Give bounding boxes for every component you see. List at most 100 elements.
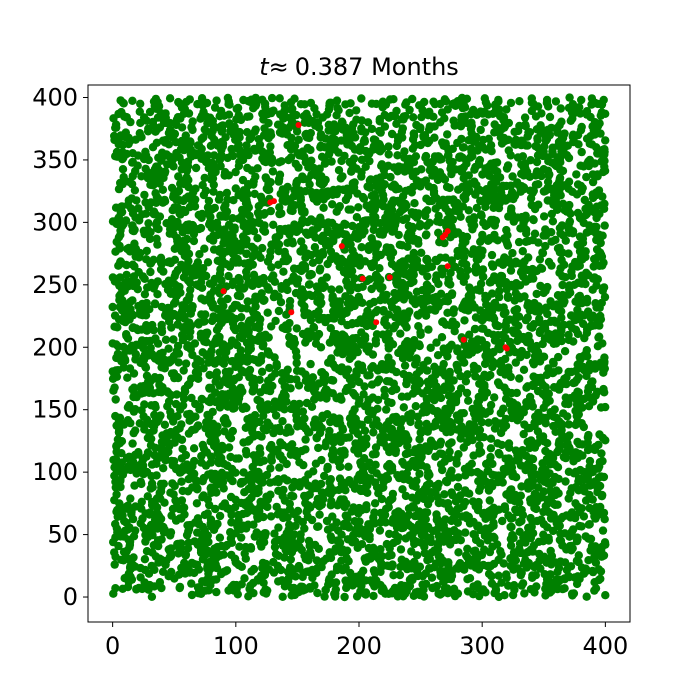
healthy-point (337, 479, 346, 489)
healthy-point (480, 370, 489, 379)
healthy-point (404, 221, 414, 231)
healthy-point (378, 97, 388, 106)
healthy-point (226, 528, 235, 537)
healthy-point (234, 454, 243, 463)
healthy-point (399, 115, 408, 124)
healthy-point (392, 273, 402, 282)
healthy-point (523, 529, 532, 539)
healthy-point (599, 95, 608, 105)
healthy-point (548, 217, 558, 226)
healthy-point (515, 539, 525, 548)
healthy-point (578, 234, 588, 243)
healthy-point (118, 165, 128, 174)
healthy-point (123, 373, 132, 382)
healthy-point (387, 386, 397, 396)
healthy-point (418, 571, 427, 581)
healthy-point (341, 230, 351, 239)
healthy-point (223, 294, 232, 304)
healthy-point (600, 388, 609, 397)
healthy-point (484, 110, 493, 119)
healthy-point (593, 170, 602, 179)
healthy-point (434, 589, 443, 598)
healthy-point (399, 516, 409, 525)
healthy-point (249, 227, 259, 236)
healthy-point (323, 462, 332, 472)
healthy-point (205, 500, 214, 510)
healthy-point (319, 192, 328, 202)
healthy-point (231, 184, 240, 193)
healthy-point (284, 155, 293, 165)
plot-area (87, 84, 631, 623)
healthy-point (331, 589, 340, 598)
healthy-point (427, 388, 437, 398)
healthy-point (291, 288, 301, 298)
healthy-point (548, 143, 557, 152)
chart-title-variable: t (259, 53, 270, 81)
healthy-point (197, 394, 206, 404)
healthy-point (259, 115, 268, 124)
healthy-point (583, 387, 593, 396)
healthy-point (396, 545, 406, 554)
healthy-point (380, 295, 390, 304)
healthy-point (506, 514, 516, 523)
healthy-point (168, 504, 178, 514)
healthy-point (269, 106, 278, 115)
healthy-point (485, 547, 495, 557)
healthy-point (510, 585, 519, 594)
healthy-point (409, 277, 418, 286)
healthy-point (157, 302, 167, 312)
healthy-point (449, 376, 458, 385)
healthy-point (416, 330, 425, 339)
healthy-point (294, 588, 303, 597)
healthy-point (441, 296, 450, 306)
healthy-point (423, 256, 432, 266)
healthy-point (173, 217, 182, 227)
healthy-point (561, 273, 570, 282)
healthy-point (115, 244, 125, 253)
healthy-point (543, 183, 552, 193)
healthy-point (190, 339, 200, 348)
healthy-point (228, 223, 237, 232)
healthy-point (194, 141, 204, 150)
healthy-point (206, 290, 215, 299)
healthy-point (424, 446, 433, 456)
healthy-point (515, 374, 524, 383)
healthy-point (525, 338, 534, 348)
healthy-point (265, 478, 275, 487)
healthy-point (434, 279, 443, 289)
healthy-point (219, 111, 229, 120)
healthy-point (571, 499, 580, 508)
healthy-point (342, 308, 351, 317)
healthy-point (171, 433, 180, 442)
healthy-point (260, 295, 269, 305)
healthy-point (497, 112, 506, 121)
healthy-point (211, 397, 221, 407)
healthy-point (275, 94, 284, 103)
healthy-point (569, 337, 578, 346)
healthy-point (520, 589, 529, 598)
healthy-point (426, 436, 436, 445)
healthy-point (494, 97, 503, 106)
healthy-point (577, 122, 586, 132)
healthy-point (506, 522, 515, 532)
healthy-point (292, 366, 302, 375)
healthy-point (215, 511, 225, 521)
healthy-point (437, 532, 447, 541)
healthy-point (387, 216, 396, 225)
healthy-point (480, 118, 489, 127)
healthy-point (397, 555, 406, 564)
healthy-point (184, 474, 193, 484)
healthy-point (142, 336, 151, 346)
healthy-point (456, 165, 465, 174)
healthy-point (191, 271, 200, 280)
healthy-point (212, 488, 221, 497)
healthy-point (327, 157, 336, 166)
healthy-point (495, 286, 504, 296)
healthy-point (551, 97, 561, 106)
healthy-point (153, 240, 162, 249)
healthy-point (342, 512, 352, 521)
healthy-point (564, 420, 573, 429)
healthy-point (348, 221, 357, 231)
healthy-point (400, 361, 410, 370)
healthy-point (264, 134, 273, 143)
